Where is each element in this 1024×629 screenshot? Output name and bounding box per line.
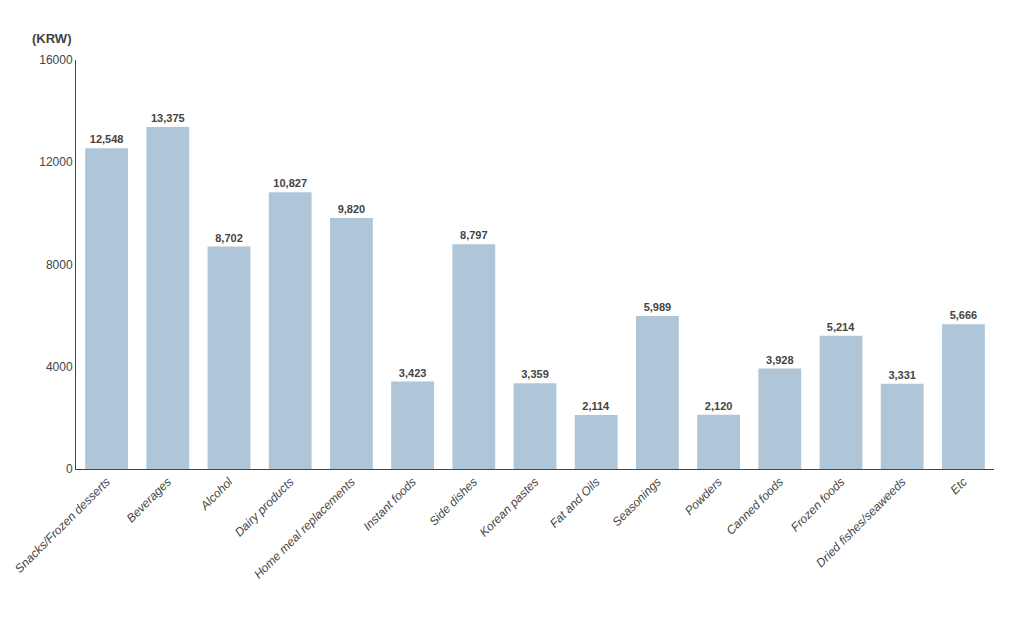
svg-text:4000: 4000 (46, 360, 73, 374)
svg-text:Fat and Oils: Fat and Oils (547, 475, 603, 531)
svg-text:5,214: 5,214 (827, 321, 855, 333)
svg-text:8,702: 8,702 (215, 232, 243, 244)
svg-text:Frozen foods: Frozen foods (788, 475, 847, 534)
svg-text:8000: 8000 (46, 258, 73, 272)
svg-text:Beverages: Beverages (124, 475, 174, 525)
svg-text:Powders: Powders (682, 475, 725, 518)
svg-text:5,666: 5,666 (950, 309, 978, 321)
svg-text:Etc: Etc (948, 475, 970, 497)
svg-text:9,820: 9,820 (338, 203, 366, 215)
svg-text:Dairy products: Dairy products (232, 475, 297, 540)
svg-text:10,827: 10,827 (273, 177, 307, 189)
svg-text:Alcohol: Alcohol (197, 475, 236, 514)
svg-text:Side dishes: Side dishes (426, 475, 480, 529)
svg-text:Dried fishes/seaweeds: Dried fishes/seaweeds (813, 475, 908, 570)
svg-text:Canned foods: Canned foods (723, 475, 786, 538)
svg-text:8,797: 8,797 (460, 229, 488, 241)
svg-text:Instant foods: Instant foods (360, 475, 418, 533)
svg-text:16000: 16000 (39, 53, 73, 67)
svg-text:Seasonings: Seasonings (610, 475, 664, 529)
svg-text:5,989: 5,989 (644, 301, 672, 313)
svg-text:13,375: 13,375 (151, 112, 185, 124)
svg-text:12,548: 12,548 (90, 133, 124, 145)
svg-text:3,359: 3,359 (521, 368, 549, 380)
svg-text:Korean pastes: Korean pastes (477, 475, 542, 540)
svg-text:0: 0 (66, 462, 73, 476)
svg-text:3,331: 3,331 (888, 369, 916, 381)
svg-text:12000: 12000 (39, 155, 73, 169)
svg-text:3,423: 3,423 (399, 367, 427, 379)
svg-text:(KRW): (KRW) (32, 31, 71, 46)
svg-text:2,120: 2,120 (705, 400, 733, 412)
svg-text:2,114: 2,114 (582, 400, 610, 412)
svg-text:Home meal replacements: Home meal replacements (251, 475, 358, 582)
svg-text:3,928: 3,928 (766, 354, 794, 366)
svg-text:Snacks/Frozen desserts: Snacks/Frozen desserts (12, 475, 113, 576)
